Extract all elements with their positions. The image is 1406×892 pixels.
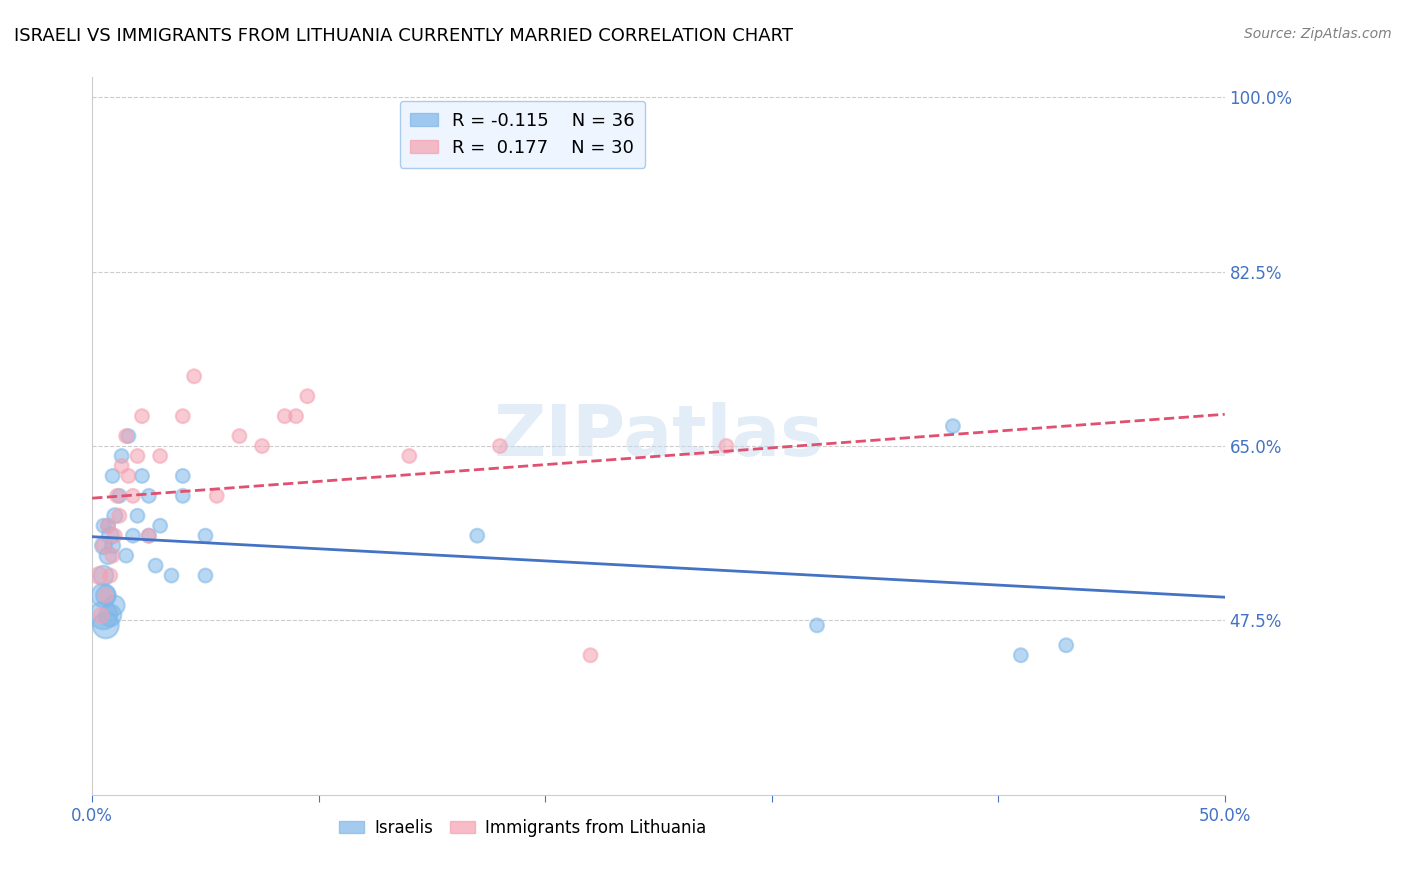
Point xyxy=(98,568,121,582)
Legend: Israelis, Immigrants from Lithuania: Israelis, Immigrants from Lithuania xyxy=(332,813,713,844)
Point xyxy=(111,458,134,473)
Point xyxy=(93,539,115,553)
Point xyxy=(1010,648,1032,663)
Point xyxy=(108,489,131,503)
Point xyxy=(131,409,153,424)
Point xyxy=(716,439,738,453)
Point xyxy=(149,449,172,463)
Point xyxy=(250,439,273,453)
Point xyxy=(127,508,149,523)
Point xyxy=(90,608,112,623)
Point xyxy=(93,518,115,533)
Point xyxy=(104,508,127,523)
Point xyxy=(285,409,308,424)
Point xyxy=(194,568,217,582)
Point xyxy=(93,539,115,553)
Point xyxy=(942,419,965,434)
Point xyxy=(117,429,139,443)
Point xyxy=(115,429,138,443)
Point xyxy=(108,508,131,523)
Point xyxy=(228,429,250,443)
Point xyxy=(122,529,145,543)
Point xyxy=(104,529,127,543)
Point xyxy=(98,608,121,623)
Point xyxy=(138,529,160,543)
Point xyxy=(105,489,128,503)
Point xyxy=(98,529,121,543)
Point xyxy=(297,389,319,403)
Point xyxy=(398,449,420,463)
Point xyxy=(97,549,120,563)
Point xyxy=(101,469,124,483)
Point xyxy=(489,439,512,453)
Point xyxy=(115,549,138,563)
Point xyxy=(172,409,194,424)
Point xyxy=(111,449,134,463)
Point xyxy=(160,568,183,582)
Point xyxy=(273,409,295,424)
Point xyxy=(93,589,115,603)
Point xyxy=(94,589,117,603)
Text: ISRAELI VS IMMIGRANTS FROM LITHUANIA CURRENTLY MARRIED CORRELATION CHART: ISRAELI VS IMMIGRANTS FROM LITHUANIA CUR… xyxy=(14,27,793,45)
Point xyxy=(579,648,602,663)
Point xyxy=(127,449,149,463)
Point xyxy=(93,608,115,623)
Point xyxy=(117,469,139,483)
Point xyxy=(138,489,160,503)
Point xyxy=(145,558,167,573)
Point xyxy=(94,589,117,603)
Point xyxy=(138,529,160,543)
Point xyxy=(172,489,194,503)
Point xyxy=(172,469,194,483)
Point xyxy=(93,568,115,582)
Point xyxy=(122,489,145,503)
Point xyxy=(465,529,488,543)
Point xyxy=(806,618,828,632)
Point xyxy=(101,539,124,553)
Point xyxy=(94,618,117,632)
Point xyxy=(101,549,124,563)
Point xyxy=(131,469,153,483)
Point xyxy=(205,489,228,503)
Point xyxy=(104,599,127,613)
Point xyxy=(194,529,217,543)
Point xyxy=(87,568,110,582)
Text: ZIPatlas: ZIPatlas xyxy=(494,401,824,471)
Point xyxy=(97,518,120,533)
Point xyxy=(97,518,120,533)
Point xyxy=(183,369,205,384)
Point xyxy=(149,518,172,533)
Point xyxy=(1054,638,1077,652)
Text: Source: ZipAtlas.com: Source: ZipAtlas.com xyxy=(1244,27,1392,41)
